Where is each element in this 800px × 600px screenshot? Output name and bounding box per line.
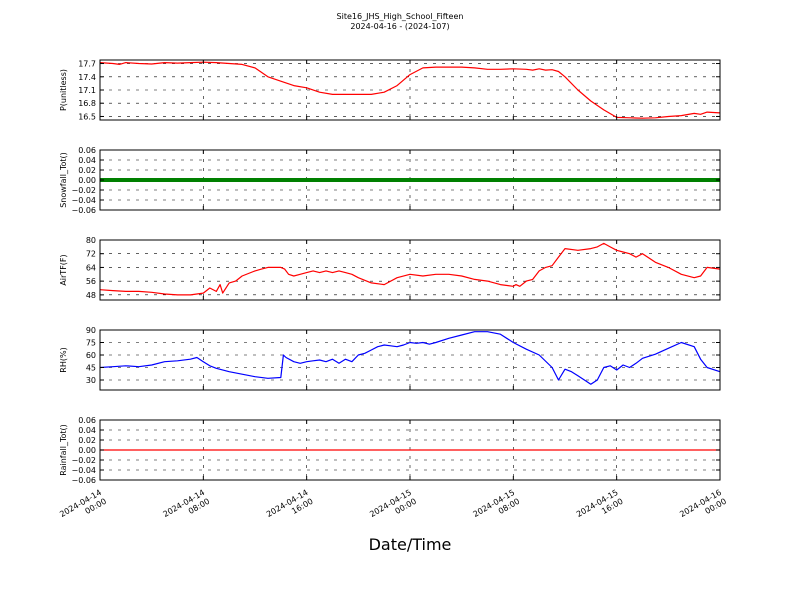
y-tick-label: 0.04	[78, 156, 96, 165]
y-tick-label: 17.4	[78, 73, 96, 82]
y-axis-label: AirTF(F)	[59, 254, 68, 285]
panels: 16.516.817.117.417.7P(unitless)−0.06−0.0…	[58, 59, 728, 528]
x-tick-label: 2024-04-1416:00	[265, 488, 315, 528]
y-tick-label: −0.04	[71, 466, 96, 475]
chart-title-line1: Site16_JHS_High_School_Fifteen	[337, 12, 464, 21]
panel-4: 30 45 60 75 90 RH(%)	[59, 326, 721, 391]
y-tick-label: 60	[86, 351, 96, 360]
y-axis-label: Snowfall_Tot()	[59, 152, 68, 208]
y-tick-label: 30	[86, 376, 96, 385]
y-tick-label: −0.04	[71, 196, 96, 205]
y-tick-label: 16.5	[78, 112, 96, 121]
panel-5: −0.06−0.04−0.020.000.020.040.06 Rainfall_…	[59, 416, 721, 485]
y-axis-label: Rainfall_Tot()	[59, 424, 68, 476]
y-tick-label: 0.02	[78, 166, 96, 175]
y-tick-label: 16.8	[78, 99, 96, 108]
x-tick-label: 2024-04-1400:00	[58, 488, 108, 528]
series-line-3-1	[99, 242, 721, 296]
y-tick-label: 0.00	[78, 446, 96, 455]
y-tick-label: 0.04	[78, 426, 96, 435]
x-tick-label: 2024-04-1600:00	[678, 488, 728, 528]
y-tick-label: 56	[86, 277, 96, 286]
x-tick-label: 2024-04-1408:00	[162, 488, 212, 528]
y-tick-label: 0.06	[78, 146, 96, 155]
y-tick-label: 75	[86, 339, 96, 348]
y-tick-label: 45	[86, 364, 96, 373]
y-tick-label: 0.02	[78, 436, 96, 445]
y-tick-label: −0.06	[71, 476, 96, 485]
y-tick-label: 90	[86, 326, 96, 335]
y-tick-label: 48	[86, 291, 96, 300]
x-tick-label: 2024-04-1516:00	[575, 488, 625, 528]
y-tick-label: 80	[86, 236, 96, 245]
y-tick-label: 17.1	[78, 86, 96, 95]
panel-2: −0.06−0.04−0.020.000.020.040.06 Snowfall_…	[59, 146, 721, 215]
x-tick-label: 2024-04-1508:00	[472, 488, 522, 528]
y-tick-label: −0.02	[71, 456, 96, 465]
panel-3: 48 56 64 72 80 AirTF(F)	[59, 236, 721, 301]
y-tick-label: 0.00	[78, 176, 96, 185]
x-tick-label: 2024-04-1500:00	[368, 488, 418, 528]
series-line-1-1	[99, 61, 721, 119]
y-tick-label: 72	[86, 250, 96, 259]
y-tick-label: −0.02	[71, 186, 96, 195]
y-tick-label: −0.06	[71, 206, 96, 215]
series-line-4-1	[99, 331, 721, 385]
panel-1: 16.5 16.8 17.1 17.4 17.7 P(unitless)	[59, 59, 721, 121]
y-axis-label: RH(%)	[59, 347, 68, 372]
y-tick-label: 0.06	[78, 416, 96, 425]
y-axis-label: P(unitless)	[59, 69, 68, 111]
y-tick-label: 17.7	[78, 60, 96, 69]
chart-title-line2: 2024-04-16 - (2024-107)	[350, 22, 449, 31]
x-axis-label: Date/Time	[369, 535, 452, 554]
y-tick-label: 64	[86, 263, 96, 272]
